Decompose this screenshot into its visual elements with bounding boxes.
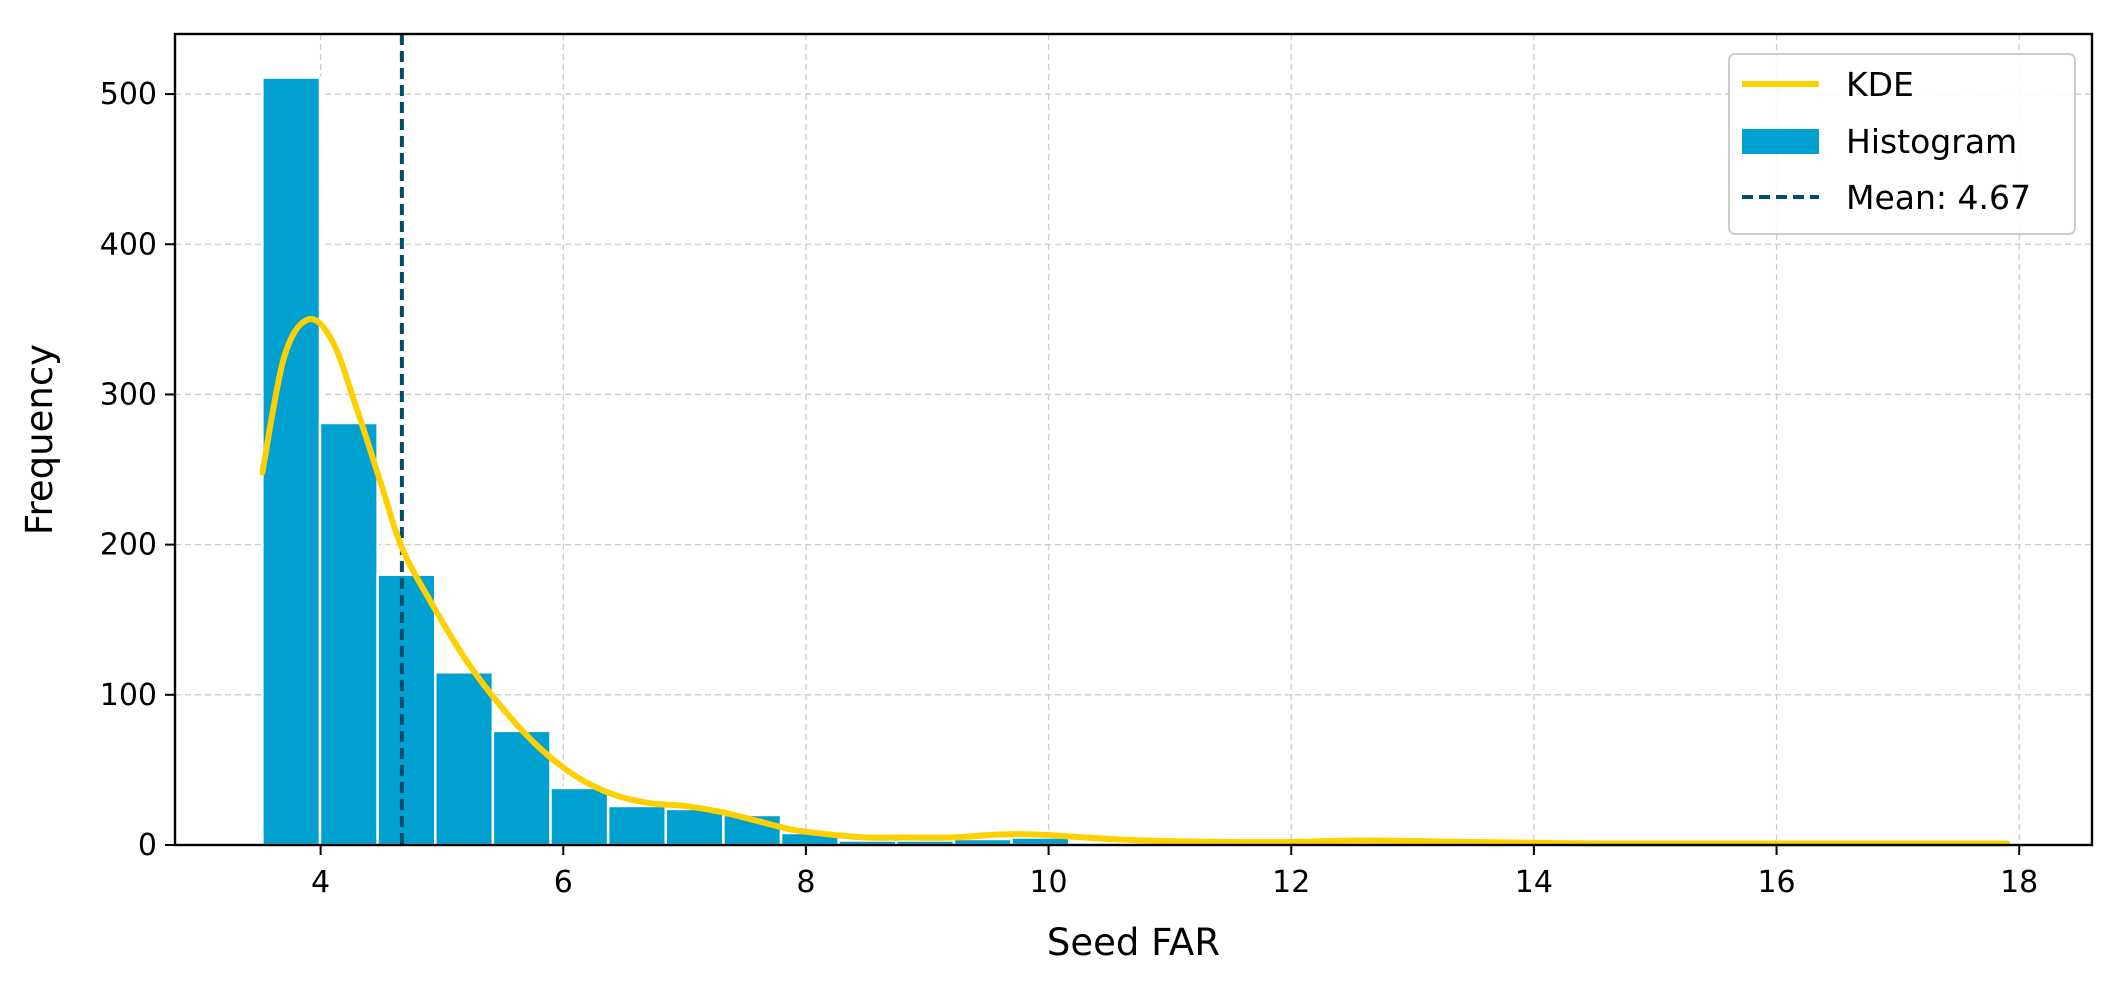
histogram-bar [549,786,610,847]
x-tick-label: 4 [311,865,330,900]
histogram-bar [434,671,495,847]
histogram-bars [261,76,1071,847]
kde-group [259,316,2011,847]
x-axis-label: Seed FAR [1047,921,1220,964]
x-tick-label: 14 [1515,865,1553,900]
kde-curve [259,316,2011,847]
histogram-bar [664,807,725,847]
legend-mean-label: Mean: 4.67 [1846,178,2031,217]
histogram-bar [261,76,322,847]
y-tick-label: 0 [138,828,157,863]
x-tick-label: 6 [554,865,573,900]
legend-kde-label: KDE [1846,65,1914,104]
y-tick-label: 400 [100,227,157,262]
legend: KDE Histogram Mean: 4.67 [1728,53,2076,235]
y-tick-label: 100 [100,678,157,713]
legend-histogram-label: Histogram [1846,122,2017,161]
legend-box [1728,53,2076,235]
x-tick-label: 8 [796,865,815,900]
x-tick-label: 12 [1272,865,1310,900]
x-tick-label: 18 [2000,865,2038,900]
y-axis-label: Frequency [18,344,61,535]
plot-frame [173,32,2094,847]
x-axis-ticks: 4 6 8 10 12 14 16 18 [311,845,2038,900]
y-axis-ticks: 0 100 200 300 400 500 [100,77,175,863]
x-tick-label: 16 [1757,865,1795,900]
histogram-bar [318,421,379,847]
legend-histogram-swatch [1742,129,1819,154]
y-tick-label: 300 [100,377,157,412]
histogram-bar [606,804,668,847]
y-tick-label: 500 [100,77,157,112]
y-tick-label: 200 [100,528,157,563]
x-tick-label: 10 [1029,865,1067,900]
histogram-bar [376,573,437,847]
